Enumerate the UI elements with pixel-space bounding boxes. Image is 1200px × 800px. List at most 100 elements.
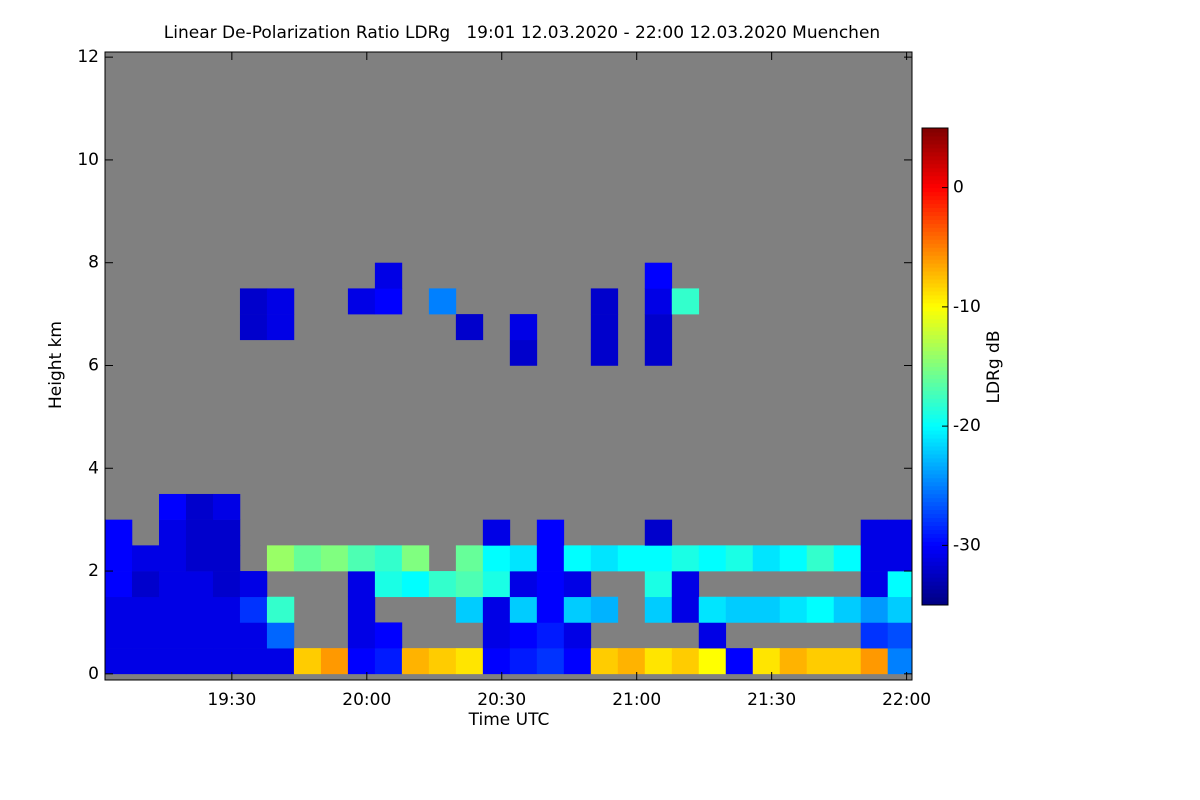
colorbar-swatch [922, 354, 948, 360]
y-tick-label: 8 [88, 253, 99, 273]
colorbar-swatch [922, 386, 948, 391]
x-tick-label: 20:30 [477, 690, 526, 710]
heat-cell [563, 571, 592, 598]
colorbar-swatch [922, 493, 948, 499]
heat-cell [239, 314, 268, 341]
heat-cell [590, 339, 619, 366]
heat-cell [671, 571, 700, 598]
heat-cell [482, 545, 511, 572]
heat-cell [185, 571, 214, 598]
heat-cell [752, 648, 781, 675]
chart-title: Linear De-Polarization Ratio LDRg 19:01 … [164, 23, 880, 43]
colorbar-swatch [922, 350, 948, 356]
heat-cell [158, 519, 187, 546]
colorbar-swatch [922, 294, 948, 300]
heat-cell [590, 596, 619, 623]
y-tick-label: 0 [88, 664, 99, 684]
heat-cell [590, 314, 619, 341]
heat-cell [105, 519, 133, 546]
heat-cell [860, 622, 889, 649]
heat-cell [158, 648, 187, 675]
colorbar-swatch [922, 342, 948, 348]
colorbar-swatch [922, 525, 948, 530]
colorbar-swatch [922, 203, 948, 208]
colorbar-swatch [922, 402, 948, 407]
heat-cell [536, 571, 565, 598]
colorbar-swatch [922, 473, 948, 479]
x-tick-label: 21:00 [612, 690, 661, 710]
heat-cell [590, 288, 619, 315]
heat-cell [320, 648, 349, 675]
heat-cell [482, 622, 511, 649]
heat-cell [536, 648, 565, 675]
heat-cell [887, 571, 913, 598]
colorbar-swatch [922, 601, 948, 606]
colorbar-swatch [922, 390, 948, 395]
colorbar-swatch [922, 187, 948, 193]
heat-cell [509, 571, 538, 598]
colorbar-swatch [922, 438, 948, 443]
heat-cell [806, 648, 835, 675]
heat-cell [563, 622, 592, 649]
heat-cell [212, 571, 241, 598]
heat-cell [644, 314, 673, 341]
colorbar-swatch [922, 374, 948, 379]
heat-cell [212, 493, 241, 520]
heat-cell [131, 648, 160, 675]
colorbar-swatch [922, 597, 948, 602]
heat-cell [185, 493, 214, 520]
colorbar-swatch [922, 362, 948, 367]
heat-cell [347, 288, 376, 315]
colorbar-swatch [922, 314, 948, 320]
colorbar-swatch [922, 485, 948, 491]
colorbar-swatch [922, 513, 948, 519]
heat-cell [455, 571, 484, 598]
heat-cell [563, 545, 592, 572]
colorbar-swatch [922, 318, 948, 324]
heat-cell [509, 545, 538, 572]
heat-cell [779, 596, 808, 623]
heat-cell [752, 545, 781, 572]
colorbar-swatch [922, 537, 948, 542]
heat-cell [833, 545, 862, 572]
heat-cell [428, 571, 457, 598]
colorbar-swatch [922, 465, 948, 471]
heat-cell [590, 545, 619, 572]
colorbar-swatch [922, 306, 948, 312]
heat-cell [806, 596, 835, 623]
colorbar-swatch [922, 469, 948, 475]
colorbar-swatch [922, 235, 948, 240]
colorbar-swatch [922, 446, 948, 451]
heat-cell [212, 545, 241, 572]
heat-cell [644, 519, 673, 546]
colorbar-swatch [922, 135, 948, 141]
colorbar-swatch [922, 358, 948, 364]
x-tick-label: 21:30 [747, 690, 796, 710]
heat-cell [158, 493, 187, 520]
colorbar-swatch [922, 426, 948, 431]
colorbar-swatch [922, 509, 948, 515]
colorbar-swatch [922, 128, 948, 133]
heat-cell [671, 596, 700, 623]
heat-cell [887, 648, 913, 675]
y-tick-label: 6 [88, 355, 99, 375]
colorbar-swatch [922, 283, 948, 288]
heat-cell [887, 596, 913, 623]
y-tick-label: 12 [77, 47, 99, 67]
colorbar-swatch [922, 243, 948, 248]
heat-cell [131, 596, 160, 623]
heat-cell [401, 648, 430, 675]
heat-cell [320, 545, 349, 572]
heat-cell [158, 571, 187, 598]
heat-cell [374, 648, 403, 675]
colorbar-swatch [922, 561, 948, 566]
heat-cell [185, 545, 214, 572]
colorbar-swatch [922, 271, 948, 276]
heat-cell [212, 596, 241, 623]
heat-cell [536, 519, 565, 546]
heat-cell [644, 288, 673, 315]
heat-cell [509, 596, 538, 623]
colorbar-swatch [922, 533, 948, 538]
colorbar-swatch [922, 334, 948, 340]
